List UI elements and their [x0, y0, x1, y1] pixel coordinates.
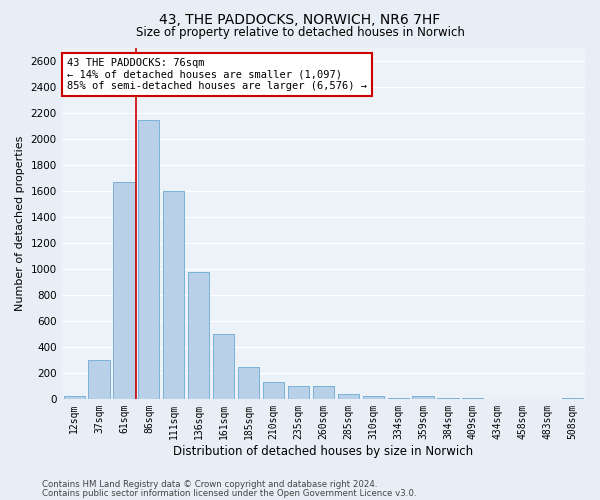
Text: Size of property relative to detached houses in Norwich: Size of property relative to detached ho… [136, 26, 464, 39]
Bar [562, 398, 583, 399]
Bar [64, 396, 85, 399]
Bar [188, 272, 209, 399]
Text: 43 THE PADDOCKS: 76sqm
← 14% of detached houses are smaller (1,097)
85% of semi-: 43 THE PADDOCKS: 76sqm ← 14% of detached… [67, 58, 367, 91]
Bar [388, 398, 409, 399]
Text: 43, THE PADDOCKS, NORWICH, NR6 7HF: 43, THE PADDOCKS, NORWICH, NR6 7HF [160, 12, 440, 26]
Bar [437, 398, 458, 399]
Bar [462, 398, 484, 399]
Y-axis label: Number of detached properties: Number of detached properties [15, 136, 25, 311]
Bar [263, 382, 284, 399]
Bar [213, 334, 234, 399]
Bar [113, 182, 134, 399]
Bar [313, 386, 334, 399]
Text: Contains public sector information licensed under the Open Government Licence v3: Contains public sector information licen… [42, 489, 416, 498]
Bar [163, 192, 184, 399]
Bar [238, 366, 259, 399]
Bar [88, 360, 110, 399]
Bar [362, 396, 384, 399]
Text: Contains HM Land Registry data © Crown copyright and database right 2024.: Contains HM Land Registry data © Crown c… [42, 480, 377, 489]
Bar [338, 394, 359, 399]
Bar [138, 120, 160, 399]
Bar [412, 396, 434, 399]
X-axis label: Distribution of detached houses by size in Norwich: Distribution of detached houses by size … [173, 444, 473, 458]
Bar [288, 386, 309, 399]
